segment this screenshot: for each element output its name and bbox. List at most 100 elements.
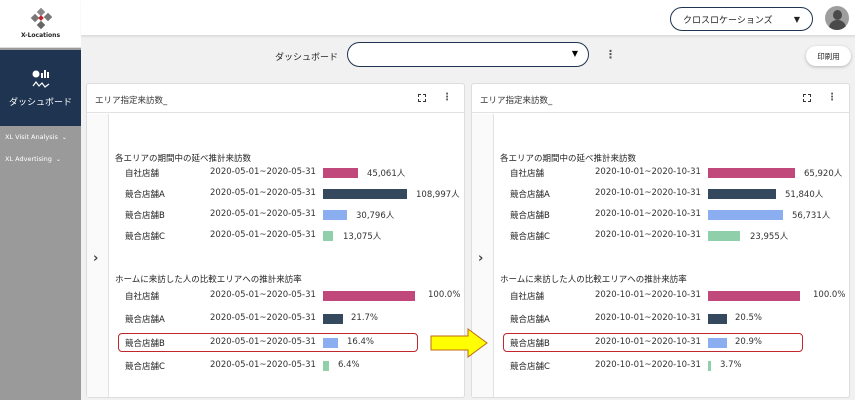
- logo[interactable]: X-Locations: [0, 0, 81, 48]
- store-name: 競合店舗C: [510, 232, 550, 242]
- bar: [323, 189, 407, 199]
- period: 2020-10-01~2020-10-31: [595, 209, 701, 219]
- sidebar-item-label: ダッシュボード: [8, 97, 72, 108]
- bar: [323, 168, 358, 178]
- chevron-right-icon: ›: [478, 251, 484, 266]
- period: 2020-10-01~2020-10-31: [595, 337, 701, 347]
- value: 108,997人: [416, 190, 460, 200]
- bar: [708, 231, 740, 241]
- panel-header: エリア指定来訪数_ ⋮: [472, 84, 849, 113]
- bar: [323, 210, 347, 220]
- sidebar-item-xl-advertising[interactable]: XL Advertising ⌄: [0, 148, 81, 170]
- bar: [708, 338, 727, 348]
- store-name: 競合店舗C: [510, 362, 550, 372]
- store-name: 自社店舗: [510, 169, 545, 179]
- period: 2020-05-01~2020-05-31: [210, 337, 316, 347]
- more-menu-icon[interactable]: ⋮: [605, 48, 616, 61]
- dashboard-chart-icon: [32, 69, 49, 88]
- bar: [708, 314, 727, 324]
- sidebar-item-xl-visit-analysis[interactable]: XL Visit Analysis ⌄: [0, 126, 81, 148]
- store-name: 競合店舗A: [510, 190, 550, 200]
- bar: [708, 361, 711, 371]
- panel-menu-icon[interactable]: ⋮: [442, 92, 452, 103]
- rate-section-title: ホームに来訪した人の比較エリアへの推計来訪率: [115, 275, 302, 285]
- sidebar-item-dashboard[interactable]: ダッシュボード: [0, 50, 81, 126]
- value: 20.9%: [735, 337, 763, 347]
- panel-header: エリア指定来訪数_ ⋮: [87, 84, 464, 113]
- panel-menu-icon[interactable]: ⋮: [827, 92, 837, 103]
- period: 2020-10-01~2020-10-31: [595, 313, 701, 323]
- value: 51,840人: [785, 190, 824, 200]
- dropdown-arrow-icon: ▼: [793, 14, 800, 24]
- value: 6.4%: [338, 360, 360, 370]
- organization-select[interactable]: クロスロケーションズ ▼: [670, 7, 813, 31]
- top-bar: クロスロケーションズ ▼: [81, 0, 855, 36]
- rate-row: 自社店舗 2020-05-01~2020-05-31 100.0%: [115, 289, 460, 303]
- bar: [708, 189, 776, 199]
- bar: [708, 291, 800, 301]
- bar: [708, 210, 783, 220]
- period: 2020-10-01~2020-10-31: [595, 230, 701, 240]
- store-name: 自社店舗: [125, 169, 160, 179]
- sidebar-item-label: XL Advertising: [5, 155, 52, 163]
- period: 2020-05-01~2020-05-31: [210, 313, 316, 323]
- store-name: 競合店舗B: [125, 339, 165, 349]
- value: 16.4%: [347, 337, 375, 347]
- fullscreen-icon[interactable]: [418, 94, 426, 102]
- collapse-toggle[interactable]: ›: [87, 114, 109, 397]
- logo-icon: [29, 7, 53, 29]
- rate-row: 競合店舗B 2020-05-01~2020-05-31 16.4%: [115, 336, 460, 350]
- dropdown-arrow-icon: ▼: [571, 49, 578, 58]
- value: 100.0%: [428, 290, 461, 300]
- store-name: 自社店舗: [510, 292, 545, 302]
- chevron-down-icon: ⌄: [55, 155, 61, 163]
- visits-row: 競合店舗A 2020-05-01~2020-05-31 108,997人: [115, 187, 460, 201]
- panel-title: エリア指定来訪数_: [480, 96, 553, 106]
- bar: [323, 291, 415, 301]
- rate-section-title: ホームに来訪した人の比較エリアへの推計来訪率: [500, 275, 687, 285]
- store-name: 競合店舗B: [510, 211, 550, 221]
- bar: [708, 168, 795, 178]
- bar: [323, 314, 343, 324]
- bar: [323, 231, 333, 241]
- value: 20.5%: [735, 313, 763, 323]
- user-avatar-icon[interactable]: [825, 6, 849, 30]
- period: 2020-10-01~2020-10-31: [595, 360, 701, 370]
- period: 2020-10-01~2020-10-31: [595, 167, 701, 177]
- visits-row: 自社店舗 2020-10-01~2020-10-31 65,920人: [500, 166, 845, 180]
- visits-section-title: 各エリアの期間中の延べ推計来訪数: [115, 154, 252, 164]
- value: 45,061人: [367, 169, 406, 179]
- period: 2020-05-01~2020-05-31: [210, 290, 316, 300]
- rate-row: 競合店舗A 2020-10-01~2020-10-31 20.5%: [500, 312, 845, 326]
- highlight-box: [118, 333, 418, 352]
- chevron-right-icon: ›: [93, 251, 99, 266]
- store-name: 競合店舗A: [510, 315, 550, 325]
- period: 2020-05-01~2020-05-31: [210, 188, 316, 198]
- visits-section-title: 各エリアの期間中の延べ推計来訪数: [500, 154, 637, 164]
- rate-row: 競合店舗C 2020-05-01~2020-05-31 6.4%: [115, 359, 460, 373]
- store-name: 競合店舗B: [125, 211, 165, 221]
- value: 23,955人: [750, 232, 789, 242]
- panel-title: エリア指定来訪数_: [95, 96, 168, 106]
- store-name: 競合店舗A: [125, 315, 165, 325]
- fullscreen-icon[interactable]: [803, 94, 811, 102]
- store-name: 競合店舗C: [125, 232, 165, 242]
- period: 2020-05-01~2020-05-31: [210, 209, 316, 219]
- print-button[interactable]: 印刷用: [806, 46, 851, 66]
- value: 30,796人: [356, 211, 395, 221]
- visits-row: 競合店舗C 2020-05-01~2020-05-31 13,075人: [115, 229, 460, 243]
- collapse-toggle[interactable]: ›: [472, 114, 494, 397]
- visits-row: 競合店舗A 2020-10-01~2020-10-31 51,840人: [500, 187, 845, 201]
- dashboard-label: ダッシュボード: [275, 53, 339, 63]
- value: 21.7%: [351, 313, 379, 323]
- rate-row: 自社店舗 2020-10-01~2020-10-31 100.0%: [500, 289, 845, 303]
- value: 65,920人: [804, 169, 843, 179]
- period: 2020-05-01~2020-05-31: [210, 167, 316, 177]
- value: 13,075人: [343, 232, 382, 242]
- store-name: 競合店舗B: [510, 339, 550, 349]
- chevron-down-icon: ⌄: [61, 133, 67, 141]
- store-name: 自社店舗: [125, 292, 160, 302]
- dashboard-select[interactable]: ▼: [347, 42, 589, 67]
- highlight-box: [503, 333, 803, 352]
- period: 2020-10-01~2020-10-31: [595, 188, 701, 198]
